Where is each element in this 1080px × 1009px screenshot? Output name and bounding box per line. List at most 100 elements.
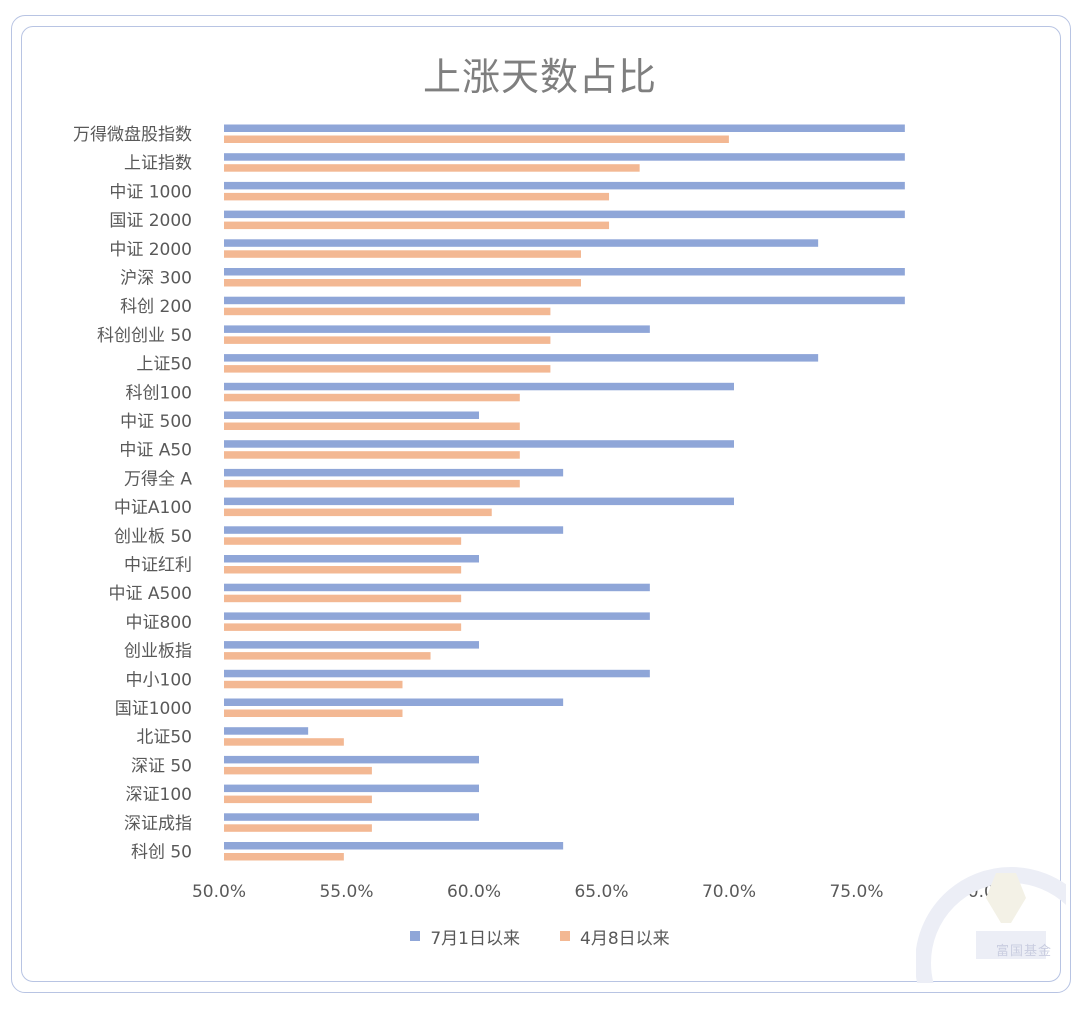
bar-series-1-5 bbox=[224, 268, 905, 276]
bar-series-2-9 bbox=[224, 393, 520, 402]
bar-series-1-19 bbox=[224, 669, 650, 678]
bar-series-1-2 bbox=[224, 181, 905, 190]
x-tick-label-3: 65.0% bbox=[574, 882, 628, 902]
bar-series-1-15 bbox=[224, 555, 479, 563]
category-label-6: 科创 200 bbox=[120, 297, 192, 317]
legend-item-series-2: 4月8日以来 bbox=[560, 924, 670, 949]
bar-series-2-21 bbox=[224, 738, 344, 746]
bar-series-1-17 bbox=[224, 612, 650, 620]
bar-series-1-23 bbox=[224, 784, 479, 793]
bar-series-2-22 bbox=[224, 766, 372, 775]
category-label-25: 科创 50 bbox=[131, 843, 192, 863]
category-label-21: 北证50 bbox=[136, 728, 192, 748]
bar-series-1-9 bbox=[224, 382, 734, 391]
category-label-8: 上证50 bbox=[136, 355, 192, 375]
x-tick-label-0: 50.0% bbox=[192, 882, 246, 902]
bar-series-2-1 bbox=[224, 164, 640, 172]
category-label-17: 中证800 bbox=[126, 613, 192, 633]
category-label-16: 中证 A500 bbox=[109, 584, 192, 604]
bar-series-1-7 bbox=[224, 325, 650, 333]
bar-series-2-3 bbox=[224, 221, 610, 230]
category-label-18: 创业板指 bbox=[124, 642, 192, 662]
category-label-14: 创业板 50 bbox=[114, 527, 192, 547]
bar-series-1-6 bbox=[224, 296, 905, 305]
chart-title: 上涨天数占比 bbox=[422, 55, 657, 99]
bar-series-2-4 bbox=[224, 250, 581, 258]
bar-series-1-21 bbox=[224, 727, 309, 735]
outer-frame bbox=[11, 15, 1071, 993]
x-tick-label-4: 70.0% bbox=[702, 882, 756, 902]
bar-series-1-20 bbox=[224, 698, 564, 706]
bar-series-1-18 bbox=[224, 641, 479, 649]
bar-series-2-12 bbox=[224, 479, 520, 488]
category-label-5: 沪深 300 bbox=[120, 269, 192, 289]
bar-series-1-25 bbox=[224, 842, 564, 850]
logo-watermark-icon bbox=[916, 867, 1066, 983]
bar-series-2-5 bbox=[224, 279, 581, 287]
bar-series-1-0 bbox=[224, 124, 905, 132]
category-label-1: 上证指数 bbox=[124, 154, 192, 174]
legend-swatch-series-1 bbox=[410, 931, 421, 941]
category-label-12: 万得全 A bbox=[124, 469, 192, 489]
category-label-2: 中证 1000 bbox=[109, 182, 192, 202]
bar-series-2-19 bbox=[224, 680, 403, 689]
bar-series-2-16 bbox=[224, 594, 462, 603]
category-label-19: 中小100 bbox=[126, 670, 192, 690]
legend-item-series-1: 7月1日以来 bbox=[410, 924, 520, 949]
x-tick-label-2: 60.0% bbox=[447, 882, 501, 902]
bar-series-2-15 bbox=[224, 566, 462, 574]
category-label-4: 中证 2000 bbox=[109, 240, 192, 260]
bar-series-1-16 bbox=[224, 583, 650, 592]
category-label-24: 深证成指 bbox=[124, 814, 192, 834]
bar-series-1-1 bbox=[224, 153, 905, 161]
category-label-11: 中证 A50 bbox=[119, 441, 192, 461]
legend-swatch-series-2 bbox=[560, 931, 570, 941]
watermark-text: 富国基金 bbox=[995, 944, 1052, 959]
category-label-20: 国证1000 bbox=[115, 699, 192, 719]
bars-group bbox=[224, 124, 905, 861]
bar-series-2-8 bbox=[224, 365, 551, 373]
inner-frame bbox=[21, 26, 1061, 982]
bar-series-2-7 bbox=[224, 336, 551, 344]
bar-series-2-13 bbox=[224, 508, 492, 517]
category-label-13: 中证A100 bbox=[114, 498, 192, 518]
bar-series-2-6 bbox=[224, 307, 551, 316]
legend-label-series-2: 4月8日以来 bbox=[580, 928, 670, 949]
x-tick-label-5: 75.0% bbox=[829, 882, 883, 902]
category-label-7: 科创创业 50 bbox=[97, 326, 192, 346]
bar-series-1-13 bbox=[224, 497, 734, 506]
category-label-9: 科创100 bbox=[126, 383, 192, 403]
bar-series-1-14 bbox=[224, 526, 564, 534]
bar-series-2-18 bbox=[224, 652, 431, 660]
category-label-15: 中证红利 bbox=[124, 556, 192, 576]
bar-series-2-25 bbox=[224, 853, 344, 861]
category-label-3: 国证 2000 bbox=[109, 211, 192, 231]
legend-label-series-1: 7月1日以来 bbox=[430, 928, 520, 949]
bar-series-1-3 bbox=[224, 210, 905, 219]
bar-series-1-4 bbox=[224, 239, 819, 247]
x-tick-label-1: 55.0% bbox=[319, 882, 373, 902]
bar-series-2-2 bbox=[224, 192, 610, 201]
category-label-22: 深证 50 bbox=[131, 756, 192, 776]
category-label-10: 中证 500 bbox=[120, 412, 192, 432]
bar-series-2-23 bbox=[224, 795, 372, 804]
bar-series-2-10 bbox=[224, 422, 520, 430]
bar-series-2-20 bbox=[224, 709, 403, 717]
bar-series-2-17 bbox=[224, 623, 462, 631]
bar-series-2-14 bbox=[224, 537, 462, 545]
bar-series-2-11 bbox=[224, 451, 520, 459]
category-label-23: 深证100 bbox=[126, 785, 192, 805]
bar-series-1-12 bbox=[224, 468, 564, 477]
bar-series-2-0 bbox=[224, 135, 729, 143]
bar-series-1-11 bbox=[224, 440, 734, 448]
bar-series-1-24 bbox=[224, 813, 479, 821]
bar-series-1-22 bbox=[224, 755, 479, 764]
x-tick-labels: 50.0% 55.0% 60.0% 65.0% 70.0% 75.0% 80.0% bbox=[192, 882, 1011, 902]
category-label-0: 万得微盘股指数 bbox=[73, 125, 192, 145]
legend: 7月1日以来 4月8日以来 bbox=[0, 924, 1080, 949]
bar-series-1-8 bbox=[224, 354, 819, 362]
bar-series-1-10 bbox=[224, 411, 479, 419]
bar-series-2-24 bbox=[224, 824, 372, 832]
